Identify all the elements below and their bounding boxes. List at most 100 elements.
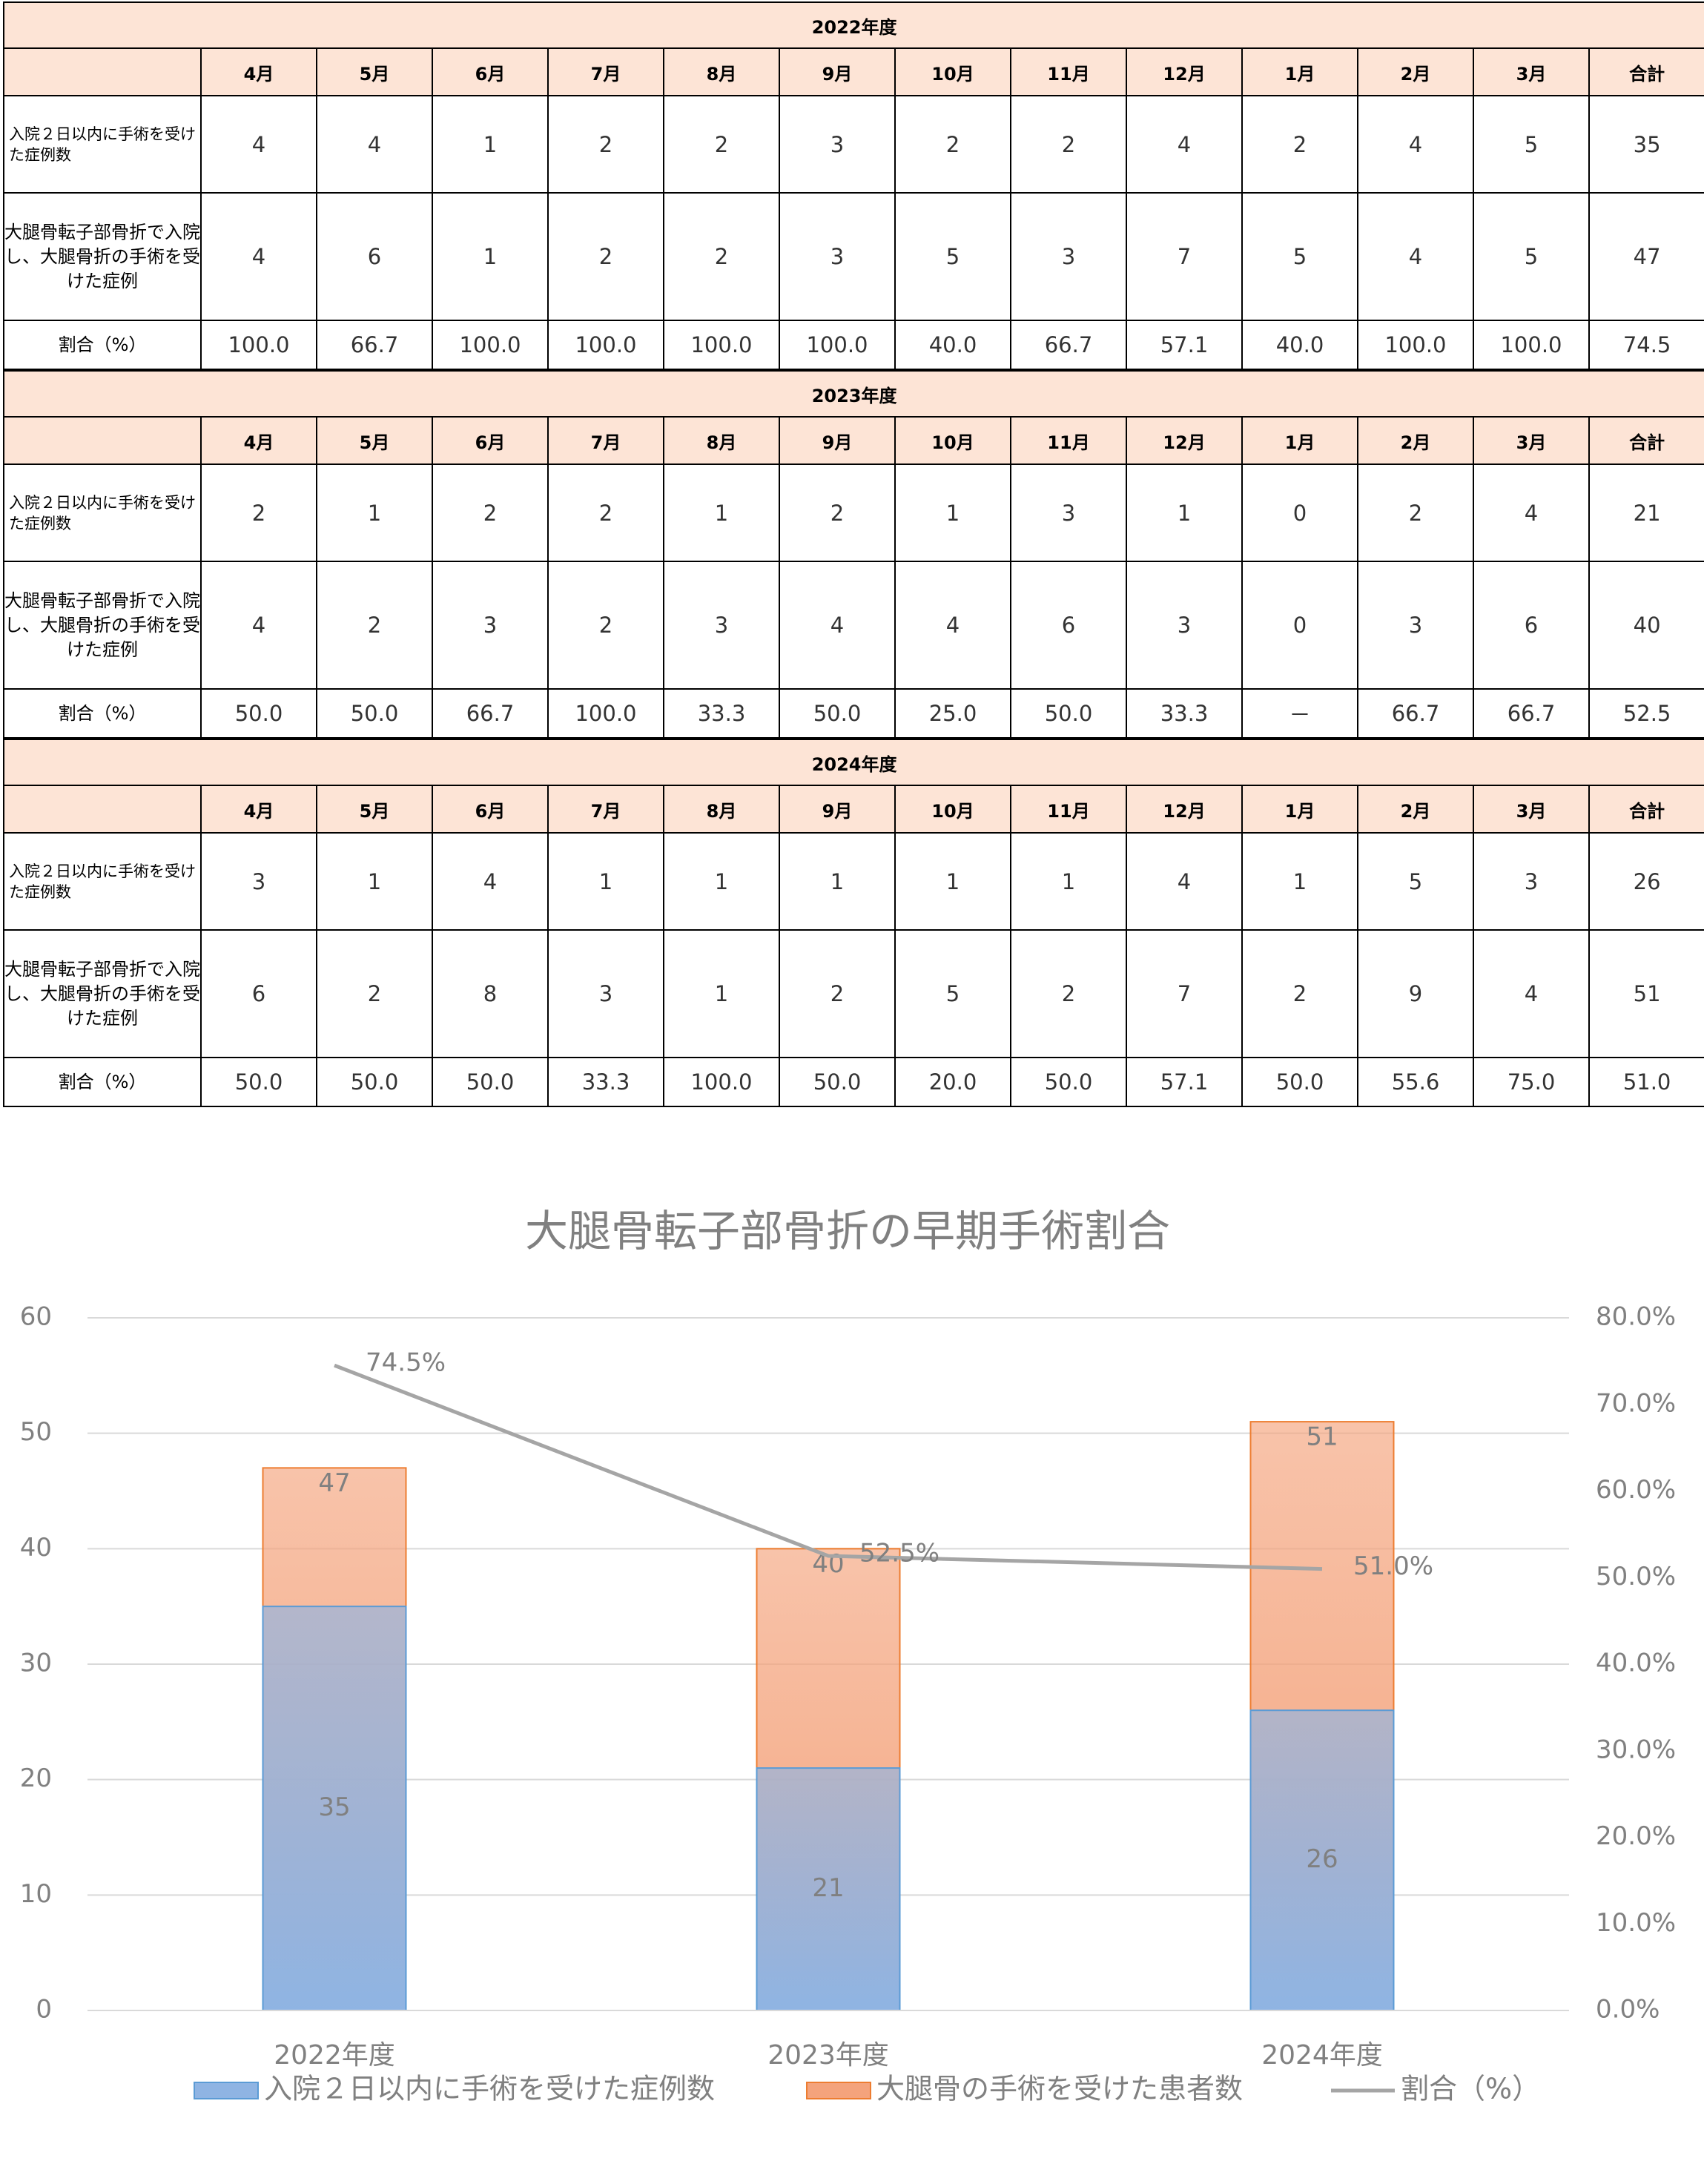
y2-tick-label: 0.0% (1596, 1995, 1660, 2025)
header-cell: 2月 (1357, 47, 1474, 96)
cell: 1 (316, 832, 433, 931)
cell: 100.0 (547, 320, 664, 370)
data-table: 2023年度 4月 5月 6月 7月 8月 9月 10月 11月 12月 1月 2月 3月 合計 入院２日以… (2, 370, 1704, 739)
data-table: 2022年度 4月 5月 6月 7月 8月 9月 10月 11月 12月 1月 2月 3月 合計 入院２日以… (2, 1, 1704, 370)
header-cell: 11月 (1010, 785, 1127, 834)
data-row: 割合（%） 50.0 50.0 50.0 33.3 100.0 50.0 20.0 50.0 57… (3, 1057, 1704, 1107)
cell: 1 (316, 463, 433, 562)
header-cell: 6月 (432, 416, 549, 465)
cell: 20.0 (894, 1057, 1011, 1107)
row-label: 割合（%） (3, 688, 202, 739)
header-cell: 12月 (1126, 416, 1243, 465)
data-row: 入院２日以内に手術を受けた症例数 4 4 1 2 2 3 2 2 4 2 4 5 35 (3, 95, 1704, 194)
data-row: 大腿骨転子部骨折で入院し、大腿骨折の手術を受けた症例 4 2 3 2 3 4 4 6 3 0 3 6 40 (3, 561, 1704, 690)
line-label: 74.5% (366, 1348, 446, 1378)
legend-swatch (194, 2082, 259, 2099)
cell: 40.0 (894, 320, 1011, 370)
cell: 50.0 (200, 1057, 317, 1107)
header-row: 4月 5月 6月 7月 8月 9月 10月 11月 12月 1月 2月 3月 合計 (3, 416, 1704, 465)
header-cell: 10月 (894, 47, 1011, 96)
y-tick-label: 0 (36, 1995, 52, 2025)
cell: 3 (663, 561, 780, 690)
corner-cell (3, 47, 202, 96)
cell: 100.0 (1473, 320, 1590, 370)
header-cell: 2月 (1357, 785, 1474, 834)
legend-label: 大腿骨の手術を受けた患者数 (876, 2073, 1243, 2105)
cell: 100.0 (547, 688, 664, 739)
row-label: 入院２日以内に手術を受けた症例数 (3, 832, 202, 931)
cell: 100.0 (779, 320, 896, 370)
cell: 6 (1473, 561, 1590, 690)
cell: 50.0 (779, 688, 896, 739)
cell: 100.0 (663, 1057, 780, 1107)
header-cell: 9月 (779, 785, 896, 834)
cell: 8 (432, 929, 549, 1058)
tables: 2022年度 4月 5月 6月 7月 8月 9月 10月 11月 12月 1月 2月 3月 合計 入院２日以… (2, 1, 1704, 1107)
cell: 4 (779, 561, 896, 690)
y-tick-label: 10 (20, 1879, 52, 1909)
cell: 50.0 (316, 1057, 433, 1107)
bar-label: 21 (812, 1873, 844, 1903)
cell: 3 (1126, 561, 1243, 690)
cell: 4 (1473, 929, 1590, 1058)
cell: 7 (1126, 192, 1243, 321)
header-cell: 7月 (547, 416, 664, 465)
header-cell: 4月 (200, 47, 317, 96)
cell: 2 (779, 463, 896, 562)
cell: 66.7 (316, 320, 433, 370)
cell: 5 (1241, 192, 1358, 321)
y2-tick-label: 50.0% (1596, 1562, 1676, 1591)
cell: 35 (1588, 95, 1704, 194)
cell: 3 (779, 192, 896, 321)
cell: 6 (316, 192, 433, 321)
cell: 2 (316, 929, 433, 1058)
header-cell: 合計 (1588, 785, 1704, 834)
header-cell: 6月 (432, 785, 549, 834)
y-tick-label: 40 (20, 1533, 52, 1563)
x-tick-label: 2023年度 (767, 2040, 889, 2071)
data-row: 割合（%） 100.0 66.7 100.0 100.0 100.0 100.0 40.0 66… (3, 320, 1704, 370)
data-table: 2024年度 4月 5月 6月 7月 8月 9月 10月 11月 12月 1月 2月 3月 合計 入院２日以… (2, 739, 1704, 1107)
cell: 50.0 (1010, 688, 1127, 739)
header-cell: 合計 (1588, 416, 1704, 465)
cell: 1 (894, 463, 1011, 562)
cell: 1 (432, 95, 549, 194)
cell: 7 (1126, 929, 1243, 1058)
row-label: 割合（%） (3, 320, 202, 370)
cell: 3 (547, 929, 664, 1058)
cell: 100.0 (663, 320, 780, 370)
cell: 2 (1241, 929, 1358, 1058)
chart: 大腿骨転子部骨折の早期手術割合 0 10 20 30 40 50 60 0.0% 10.0% 20… (20, 1206, 1676, 2105)
cell: 4 (316, 95, 433, 194)
cell: 1 (547, 832, 664, 931)
cell: 2 (547, 463, 664, 562)
y2-tick-label: 20.0% (1596, 1821, 1676, 1851)
y2-tick-label: 40.0% (1596, 1649, 1676, 1678)
cell: 50.0 (200, 688, 317, 739)
cell: 74.5 (1588, 320, 1704, 370)
cell: 1 (1010, 832, 1127, 931)
cell: 4 (200, 561, 317, 690)
header-cell: 2月 (1357, 416, 1474, 465)
header-cell: 10月 (894, 416, 1011, 465)
chart-title: 大腿骨転子部骨折の早期手術割合 (525, 1206, 1170, 1256)
header-cell: 8月 (663, 416, 780, 465)
cell: 2 (432, 463, 549, 562)
y-tick-label: 20 (20, 1764, 52, 1793)
cell: 3 (200, 832, 317, 931)
cell: 4 (1357, 95, 1474, 194)
cell: 50.0 (779, 1057, 896, 1107)
cell: 66.7 (432, 688, 549, 739)
cell: － (1241, 688, 1358, 739)
cell: 66.7 (1473, 688, 1590, 739)
cell: 5 (1357, 832, 1474, 931)
header-cell: 5月 (316, 47, 433, 96)
data-row: 大腿骨転子部骨折で入院し、大腿骨折の手術を受けた症例 4 6 1 2 2 3 5 3 7 5 4 5 47 (3, 192, 1704, 321)
header-cell: 10月 (894, 785, 1011, 834)
cell: 51.0 (1588, 1057, 1704, 1107)
legend-label: 割合（%） (1401, 2073, 1540, 2105)
bar (1249, 1709, 1395, 2011)
cell: 2 (1010, 95, 1127, 194)
header-cell: 8月 (663, 47, 780, 96)
